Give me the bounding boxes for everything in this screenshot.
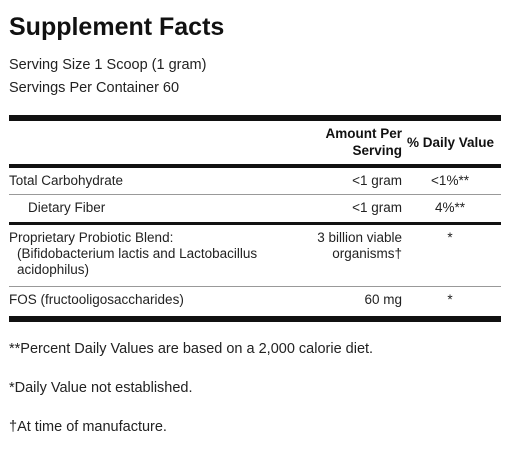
row-divider [9, 286, 501, 287]
row-name: Proprietary Probiotic Blend: (Bifidobact… [9, 230, 257, 278]
row-divider [9, 194, 501, 195]
row-name: Total Carbohydrate [9, 173, 124, 188]
row-name-line: Proprietary Probiotic Blend: [9, 230, 174, 245]
panel-title: Supplement Facts [9, 13, 225, 41]
amount-per-serving-header: Amount Per Serving [301, 125, 402, 159]
footnote-percent-dv: **Percent Daily Values are based on a 2,… [9, 341, 374, 357]
serving-size: Serving Size 1 Scoop (1 gram) [9, 57, 207, 73]
row-divider-thick [9, 222, 501, 225]
row-name-line: acidophilus) [17, 262, 90, 277]
row-daily-value: 4%** [434, 200, 466, 215]
amount-header-line2: Serving [352, 143, 402, 158]
row-amount: 3 billion viable organisms† [271, 230, 402, 262]
servings-per-container: Servings Per Container 60 [9, 80, 180, 96]
header-rule [9, 164, 501, 168]
daily-value-header: % Daily Value [407, 135, 495, 150]
row-amount: <1 gram [352, 173, 402, 188]
row-name-line: (Bifidobacterium lactis and Lactobacillu… [17, 246, 258, 261]
footnote-dv-not-established: *Daily Value not established. [9, 380, 193, 396]
row-daily-value: * [447, 230, 453, 245]
bottom-thick-rule [9, 316, 501, 322]
row-amount-line: 3 billion viable [317, 230, 402, 245]
row-daily-value: * [447, 292, 453, 307]
row-daily-value: <1%** [431, 173, 469, 188]
top-thick-rule [9, 115, 501, 121]
row-amount: <1 gram [352, 200, 402, 215]
footnote-time-of-manufacture: †At time of manufacture. [9, 419, 167, 435]
row-name: FOS (fructooligosaccharides) [9, 292, 184, 307]
row-amount-line: organisms† [332, 246, 402, 261]
row-name: Dietary Fiber [28, 200, 106, 215]
row-amount: 60 mg [364, 292, 402, 307]
amount-header-line1: Amount Per [325, 126, 402, 141]
